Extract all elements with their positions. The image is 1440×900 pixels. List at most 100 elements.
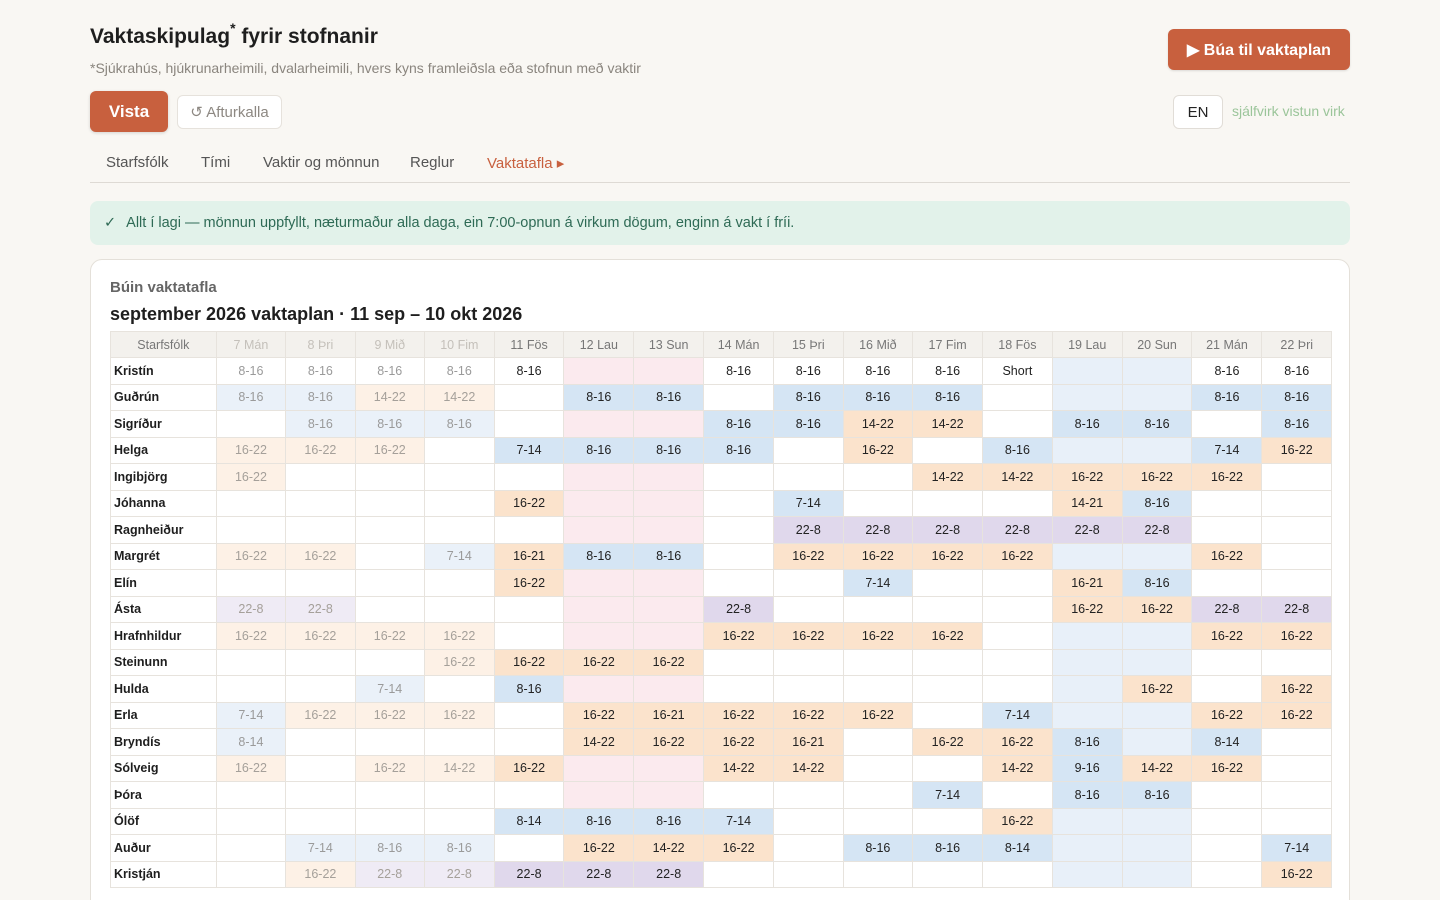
shift-cell[interactable]: 8-14	[493, 807, 565, 835]
shift-cell[interactable]	[633, 569, 705, 597]
shift-cell[interactable]: 22-8	[493, 860, 565, 888]
shift-cell[interactable]: 16-22	[982, 542, 1053, 570]
shift-cell[interactable]: 7-14	[423, 542, 495, 570]
shift-cell[interactable]: 16-22	[1051, 595, 1123, 623]
shift-cell[interactable]: 16-22	[423, 701, 495, 729]
shift-cell[interactable]: 7-14	[1191, 436, 1263, 464]
shift-cell[interactable]	[703, 383, 775, 411]
shift-cell[interactable]: 8-16	[633, 383, 705, 411]
shift-cell[interactable]	[1191, 781, 1263, 809]
shift-cell[interactable]	[1261, 807, 1332, 835]
shift-cell[interactable]: 7-14	[1261, 834, 1332, 862]
shift-cell[interactable]	[285, 807, 356, 835]
shift-cell[interactable]: 16-22	[215, 436, 287, 464]
shift-cell[interactable]	[354, 516, 425, 544]
shift-cell[interactable]: 14-22	[423, 754, 495, 782]
shift-cell[interactable]	[1191, 516, 1263, 544]
shift-cell[interactable]: 16-22	[1191, 463, 1263, 491]
shift-cell[interactable]	[1051, 542, 1123, 570]
shift-cell[interactable]: 14-22	[982, 463, 1053, 491]
shift-cell[interactable]: 8-16	[423, 357, 495, 385]
shift-cell[interactable]: 16-22	[1191, 754, 1263, 782]
shift-cell[interactable]: 16-21	[773, 728, 844, 756]
shift-cell[interactable]: 8-16	[773, 410, 844, 438]
shift-cell[interactable]: 8-16	[563, 542, 635, 570]
shift-cell[interactable]	[1121, 357, 1193, 385]
shift-cell[interactable]: 8-16	[1261, 410, 1332, 438]
shift-cell[interactable]	[493, 834, 565, 862]
shift-cell[interactable]	[1261, 781, 1332, 809]
shift-cell[interactable]	[1121, 383, 1193, 411]
shift-cell[interactable]	[633, 463, 705, 491]
shift-cell[interactable]	[285, 569, 356, 597]
shift-cell[interactable]: 14-22	[912, 463, 984, 491]
shift-cell[interactable]	[1121, 622, 1193, 650]
shift-cell[interactable]: 16-22	[1121, 675, 1193, 703]
shift-cell[interactable]	[912, 569, 984, 597]
shift-cell[interactable]: 16-22	[1261, 675, 1332, 703]
shift-cell[interactable]: 8-16	[563, 383, 635, 411]
shift-cell[interactable]	[285, 516, 356, 544]
shift-cell[interactable]	[842, 860, 914, 888]
shift-cell[interactable]	[1191, 834, 1263, 862]
shift-cell[interactable]	[1261, 489, 1332, 517]
shift-cell[interactable]: 8-16	[563, 807, 635, 835]
shift-cell[interactable]: 8-16	[354, 357, 425, 385]
shift-cell[interactable]	[563, 622, 635, 650]
shift-cell[interactable]: 16-22	[912, 542, 984, 570]
shift-cell[interactable]	[354, 648, 425, 676]
shift-cell[interactable]: 8-16	[1051, 410, 1123, 438]
shift-cell[interactable]: 22-8	[1051, 516, 1123, 544]
shift-cell[interactable]	[703, 781, 775, 809]
shift-cell[interactable]	[912, 648, 984, 676]
shift-cell[interactable]: 16-22	[493, 754, 565, 782]
shift-cell[interactable]	[1121, 834, 1193, 862]
language-toggle-button[interactable]: EN	[1173, 95, 1223, 129]
shift-cell[interactable]: 16-21	[633, 701, 705, 729]
shift-cell[interactable]: 22-8	[423, 860, 495, 888]
shift-cell[interactable]: 22-8	[215, 595, 287, 623]
shift-cell[interactable]: 7-14	[842, 569, 914, 597]
shift-cell[interactable]: 8-16	[703, 436, 775, 464]
shift-cell[interactable]: 8-16	[493, 675, 565, 703]
shift-cell[interactable]	[982, 781, 1053, 809]
shift-cell[interactable]: 8-16	[1261, 357, 1332, 385]
shift-cell[interactable]	[1121, 542, 1193, 570]
shift-cell[interactable]	[285, 463, 356, 491]
shift-cell[interactable]	[842, 754, 914, 782]
shift-cell[interactable]	[1261, 542, 1332, 570]
shift-cell[interactable]	[633, 754, 705, 782]
shift-cell[interactable]	[982, 410, 1053, 438]
shift-cell[interactable]: 8-16	[1191, 383, 1263, 411]
shift-cell[interactable]: 14-22	[354, 383, 425, 411]
shift-cell[interactable]: 16-22	[842, 701, 914, 729]
shift-cell[interactable]	[703, 516, 775, 544]
shift-cell[interactable]	[493, 595, 565, 623]
shift-cell[interactable]	[563, 754, 635, 782]
shift-cell[interactable]: 16-22	[285, 701, 356, 729]
shift-cell[interactable]	[633, 410, 705, 438]
shift-cell[interactable]	[1191, 648, 1263, 676]
shift-cell[interactable]	[842, 807, 914, 835]
shift-cell[interactable]: 8-16	[1261, 383, 1332, 411]
shift-cell[interactable]: 16-22	[1191, 622, 1263, 650]
shift-cell[interactable]	[912, 595, 984, 623]
shift-cell[interactable]	[493, 463, 565, 491]
shift-cell[interactable]	[982, 675, 1053, 703]
shift-cell[interactable]	[215, 781, 287, 809]
shift-cell[interactable]	[354, 807, 425, 835]
shift-cell[interactable]: 16-22	[703, 701, 775, 729]
shift-cell[interactable]: 16-22	[423, 648, 495, 676]
shift-cell[interactable]	[982, 648, 1053, 676]
shift-cell[interactable]: 8-16	[423, 834, 495, 862]
shift-cell[interactable]: 14-22	[423, 383, 495, 411]
shift-cell[interactable]: 16-22	[1261, 701, 1332, 729]
shift-cell[interactable]	[1191, 410, 1263, 438]
shift-cell[interactable]: 16-22	[633, 728, 705, 756]
tab-shifts-staffing[interactable]: Vaktir og mönnun	[263, 154, 380, 171]
shift-cell[interactable]	[982, 595, 1053, 623]
shift-cell[interactable]: 16-22	[285, 622, 356, 650]
shift-cell[interactable]: 8-16	[493, 357, 565, 385]
shift-cell[interactable]	[773, 860, 844, 888]
shift-cell[interactable]: 22-8	[842, 516, 914, 544]
